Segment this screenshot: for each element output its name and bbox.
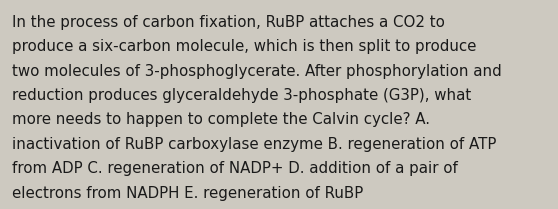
Text: electrons from NADPH E. regeneration of RuBP: electrons from NADPH E. regeneration of …: [12, 186, 363, 201]
Text: In the process of carbon fixation, RuBP attaches a CO2 to: In the process of carbon fixation, RuBP …: [12, 15, 445, 30]
Text: produce a six-carbon molecule, which is then split to produce: produce a six-carbon molecule, which is …: [12, 39, 477, 54]
Text: two molecules of 3-phosphoglycerate. After phosphorylation and: two molecules of 3-phosphoglycerate. Aft…: [12, 64, 502, 79]
Text: reduction produces glyceraldehyde 3-phosphate (G3P), what: reduction produces glyceraldehyde 3-phos…: [12, 88, 472, 103]
Text: inactivation of RuBP carboxylase enzyme B. regeneration of ATP: inactivation of RuBP carboxylase enzyme …: [12, 137, 497, 152]
Text: from ADP C. regeneration of NADP+ D. addition of a pair of: from ADP C. regeneration of NADP+ D. add…: [12, 161, 458, 176]
Text: more needs to happen to complete the Calvin cycle? A.: more needs to happen to complete the Cal…: [12, 112, 430, 127]
